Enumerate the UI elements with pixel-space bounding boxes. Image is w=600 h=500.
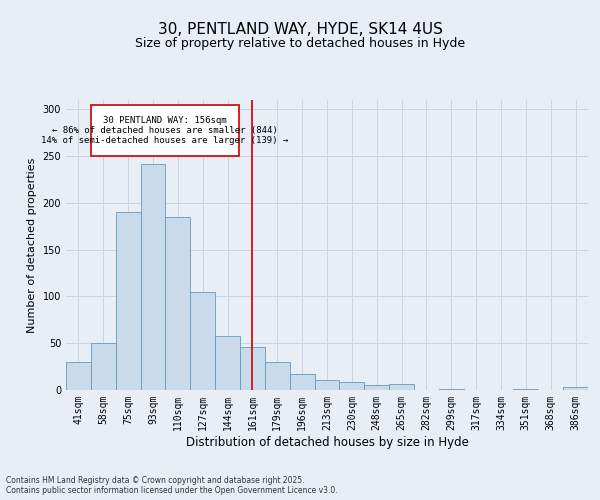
Bar bbox=[389, 384, 414, 390]
Bar bbox=[340, 382, 364, 390]
Bar bbox=[314, 380, 340, 390]
Bar bbox=[265, 362, 290, 390]
Text: Size of property relative to detached houses in Hyde: Size of property relative to detached ho… bbox=[135, 38, 465, 51]
Bar bbox=[116, 212, 140, 390]
Y-axis label: Number of detached properties: Number of detached properties bbox=[27, 158, 37, 332]
Bar bbox=[66, 362, 91, 390]
Bar bbox=[364, 386, 389, 390]
Bar bbox=[91, 343, 116, 390]
Bar bbox=[563, 387, 588, 390]
Text: Contains HM Land Registry data © Crown copyright and database right 2025.
Contai: Contains HM Land Registry data © Crown c… bbox=[6, 476, 338, 495]
Bar bbox=[240, 347, 265, 390]
Bar bbox=[439, 389, 464, 390]
Bar bbox=[215, 336, 240, 390]
Bar bbox=[290, 374, 314, 390]
Text: 30 PENTLAND WAY: 156sqm
← 86% of detached houses are smaller (844)
14% of semi-d: 30 PENTLAND WAY: 156sqm ← 86% of detache… bbox=[41, 116, 289, 146]
FancyBboxPatch shape bbox=[91, 104, 239, 156]
Bar bbox=[514, 389, 538, 390]
Bar bbox=[140, 164, 166, 390]
Text: 30, PENTLAND WAY, HYDE, SK14 4US: 30, PENTLAND WAY, HYDE, SK14 4US bbox=[158, 22, 442, 38]
Bar bbox=[190, 292, 215, 390]
X-axis label: Distribution of detached houses by size in Hyde: Distribution of detached houses by size … bbox=[185, 436, 469, 448]
Bar bbox=[166, 217, 190, 390]
